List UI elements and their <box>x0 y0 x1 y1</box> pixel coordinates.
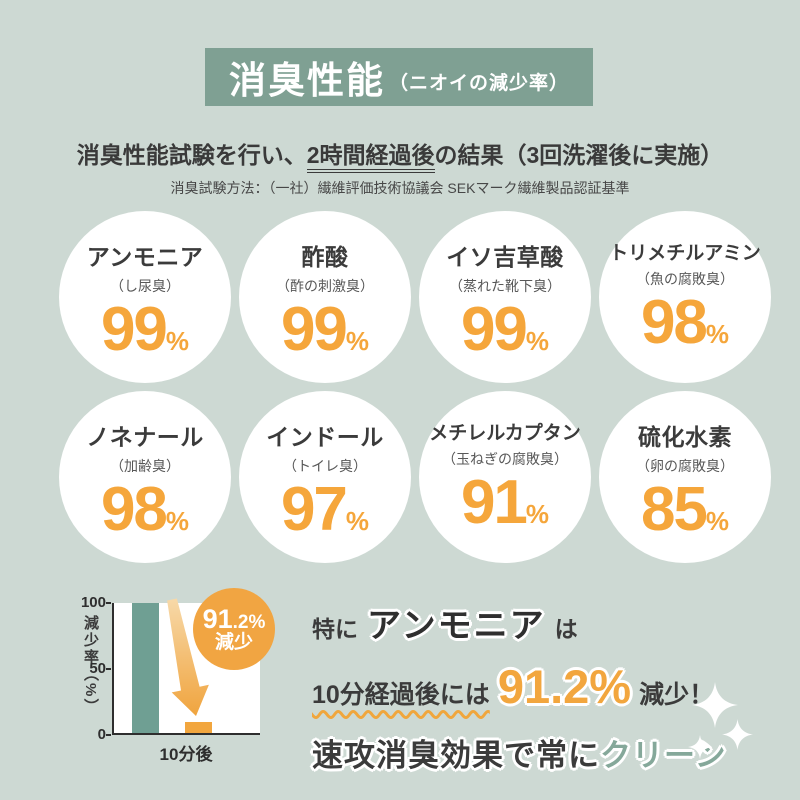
sparkle-icon-small <box>688 735 712 759</box>
test-result-pre: 消臭性能試験を行い、 <box>76 142 307 168</box>
odor-desc: （魚の腐敗臭） <box>636 271 734 287</box>
highlight-10min: 10分経過後には <box>312 681 490 709</box>
percent-sign: % <box>165 326 190 356</box>
highlight-block: 特に アンモニア は 10分経過後には 91.2% 減少！ 速攻消臭効果で常にク… <box>312 598 787 775</box>
odor-value: 97% <box>280 475 370 544</box>
y-tick-mark <box>106 668 111 670</box>
odor-circle-indole: インドール （トイレ臭） 97% <box>239 391 411 563</box>
decrease-arrow-icon <box>167 598 209 716</box>
percent-sign: % <box>525 326 550 356</box>
odor-circle-trimethylamine: トリメチルアミン （魚の腐敗臭） 98% <box>599 211 771 383</box>
percent-sign: % <box>705 506 730 536</box>
odor-name: イソ吉草酸 <box>446 244 564 270</box>
percent-sign: % <box>165 506 190 536</box>
percent-sign: % <box>525 499 550 529</box>
bar-after-10min <box>185 721 212 733</box>
odor-value: 99% <box>100 295 190 364</box>
y-tick-mark <box>106 602 111 604</box>
y-tick-0: 0 <box>97 726 106 743</box>
page-title: 消臭性能 <box>228 60 385 101</box>
reduction-badge: 91.2% 減少 <box>193 588 275 670</box>
sparkle-icon-medium <box>722 719 753 750</box>
y-tick-mark <box>106 734 111 736</box>
test-result-line: 消臭性能試験を行い、2時間経過後の結果（3回洗濯後に実施） <box>0 136 800 173</box>
sparkle-icon-large <box>692 682 738 728</box>
odor-circle-ammonia: アンモニア （し尿臭） 99% <box>59 211 231 383</box>
odor-desc: （トイレ臭） <box>283 458 367 474</box>
highlight-post: は <box>554 616 578 642</box>
test-result-post: の結果（3回洗濯後に実施） <box>434 142 724 168</box>
odor-name: 硫化水素 <box>638 424 732 450</box>
odor-name: アンモニア <box>86 244 204 270</box>
odor-name: メチレルカプタン <box>429 423 581 444</box>
odor-circle-isovaleric-acid: イソ吉草酸 （蒸れた靴下臭） 99% <box>419 211 591 383</box>
odor-desc: （卵の腐敗臭） <box>636 458 734 474</box>
test-method-line: 消臭試験方法：（一社）繊維評価技術協議会 SEKマーク繊維製品認証基準 <box>170 180 630 196</box>
highlight-pre: 特に <box>312 616 358 642</box>
highlight-line-3: 速攻消臭効果で常にクリーン <box>312 730 787 775</box>
odor-value: 85% <box>640 475 730 544</box>
odor-circle-hydrogen-sulfide: 硫化水素 （卵の腐敗臭） 85% <box>599 391 771 563</box>
y-tick-50: 50 <box>89 660 106 677</box>
y-tick-100: 100 <box>80 594 106 611</box>
chart-y-axis-label: 減少率（%） <box>82 615 99 716</box>
odor-circle-nonenal: ノネナール （加齢臭） 98% <box>59 391 231 563</box>
percent-sign: % <box>345 506 370 536</box>
bar-before <box>132 603 159 733</box>
odor-desc: （し尿臭） <box>110 278 180 294</box>
odor-desc: （酢の刺激臭） <box>276 278 374 294</box>
odor-name: ノネナール <box>86 424 204 450</box>
odor-name: トリメチルアミン <box>609 243 761 264</box>
odor-circle-methyl-mercaptan: メチレルカプタン （玉ねぎの腐敗臭） 91% <box>419 391 591 563</box>
chart-x-axis-label: 10分後 <box>159 745 213 764</box>
odor-name: 酢酸 <box>301 244 349 270</box>
header-badge: 消臭性能 （ニオイの減少率） <box>205 48 593 106</box>
highlight-value: 91.2% <box>497 660 632 713</box>
odor-value: 98% <box>640 288 730 357</box>
odor-circle-acetic-acid: 酢酸 （酢の刺激臭） 99% <box>239 211 411 383</box>
badge-value: 91.2% <box>202 603 266 634</box>
odor-desc: （加齢臭） <box>110 458 180 474</box>
odor-value: 91% <box>460 468 550 537</box>
highlight-ammonia: アンモニア <box>367 607 546 645</box>
test-result-underlined: 2時間経過後 <box>306 142 435 173</box>
page-subtitle: （ニオイの減少率） <box>388 72 569 94</box>
intro-block: 消臭性能試験を行い、2時間経過後の結果（3回洗濯後に実施） 消臭試験方法：（一社… <box>0 136 800 198</box>
highlight-clean: クリーン <box>600 738 727 773</box>
odor-value: 99% <box>460 295 550 364</box>
highlight-line-2: 10分経過後には 91.2% 減少！ <box>312 659 787 714</box>
odor-value: 98% <box>100 475 190 544</box>
percent-sign: % <box>345 326 370 356</box>
percent-sign: % <box>705 319 730 349</box>
odor-desc: （蒸れた靴下臭） <box>449 278 561 294</box>
odor-name: インドール <box>266 424 384 450</box>
odor-circle-grid: アンモニア （し尿臭） 99% 酢酸 （酢の刺激臭） 99% イソ吉草酸 （蒸れ… <box>59 211 771 563</box>
odor-desc: （玉ねぎの腐敗臭） <box>442 451 568 467</box>
highlight-effect: 速攻消臭効果で常に <box>312 738 600 773</box>
badge-label: 減少 <box>214 632 253 654</box>
ammonia-reduction-chart: 減少率（%） 100 50 0 91.2% 減少 10分後 <box>70 585 305 775</box>
highlight-line-1: 特に アンモニア は <box>312 598 787 647</box>
odor-value: 99% <box>280 295 370 364</box>
